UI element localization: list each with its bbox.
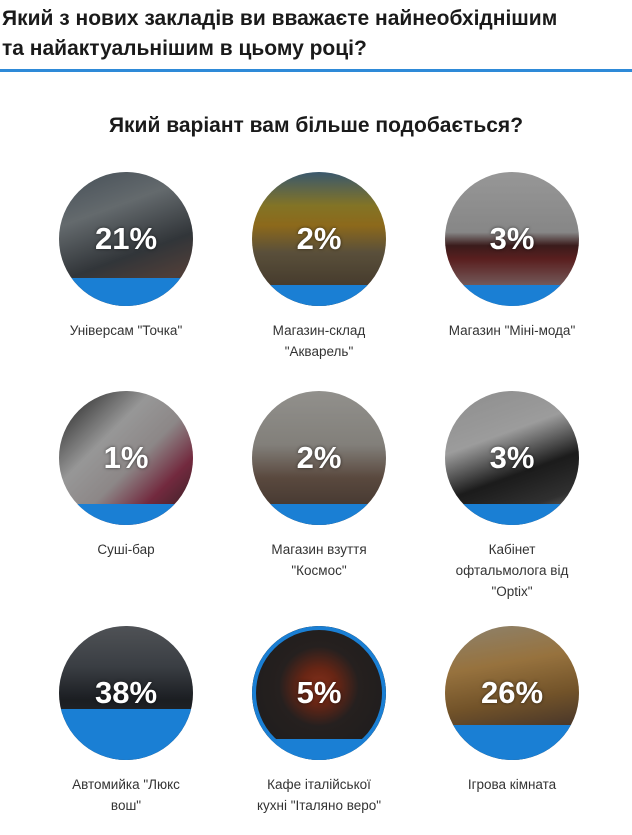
option-image: 3% (445, 172, 579, 306)
option-image: 2% (252, 391, 386, 525)
option-image: 3% (445, 391, 579, 525)
poll-option-lux-wash[interactable]: 38% Автомийка "Люкс вош" (31, 626, 221, 816)
result-percent: 26% (480, 675, 544, 710)
result-bar (59, 709, 193, 760)
result-percent: 38% (94, 675, 158, 710)
option-label: Ігрова кімната (467, 777, 557, 792)
poll-option-italiano-vero[interactable]: 5% Кафе італійської кухні "Італяно веро" (224, 626, 414, 816)
poll-option-kosmos[interactable]: 2% Магазин взуття "Космос" (224, 391, 414, 581)
option-image: 21% (59, 172, 193, 306)
option-image: 26% (445, 626, 579, 760)
result-percent: 2% (296, 440, 342, 475)
poll-option-mini-moda[interactable]: 3% Магазин "Міні-мода" (417, 172, 607, 341)
option-label: Суші-бар (97, 542, 155, 557)
result-percent: 1% (103, 440, 149, 475)
option-image: 5% (252, 626, 386, 760)
option-image: 38% (59, 626, 193, 760)
option-label: Кабінет офтальмолога від "Optix" (455, 542, 569, 599)
result-percent: 3% (489, 440, 535, 475)
option-image: 2% (252, 172, 386, 306)
poll-question: Який варіант вам більше подобається? (108, 114, 524, 137)
result-bar (252, 503, 386, 525)
result-bar (252, 284, 386, 306)
poll-option-sushi-bar[interactable]: 1% Суші-бар (31, 391, 221, 560)
selected-ring (252, 626, 386, 760)
option-label: Кафе італійської кухні "Італяно веро" (256, 777, 382, 813)
result-bar (59, 277, 193, 306)
page-title: Який з нових закладів ви вважаєте найнео… (2, 7, 558, 60)
result-bar (445, 503, 579, 525)
option-image: 1% (59, 391, 193, 525)
poll-option-akvarel[interactable]: 2% Магазин-склад "Акварель" (224, 172, 414, 362)
result-bar (445, 284, 579, 306)
option-label: Магазин взуття "Космос" (271, 542, 367, 578)
poll-option-game-room[interactable]: 26% Ігрова кімната (417, 626, 607, 795)
page-header: Який з нових закладів ви вважаєте найнео… (0, 0, 632, 72)
poll-option-optix[interactable]: 3% Кабінет офтальмолога від "Optix" (417, 391, 607, 602)
option-label: Магазин "Міні-мода" (448, 323, 576, 338)
poll-option-tochka[interactable]: 21% Універсам "Точка" (31, 172, 221, 341)
option-label: Автомийка "Люкс вош" (72, 777, 180, 813)
option-label: Універсам "Точка" (69, 323, 183, 338)
result-percent: 2% (296, 221, 342, 256)
result-bar (59, 503, 193, 525)
result-percent: 3% (489, 221, 535, 256)
result-percent: 21% (94, 221, 158, 256)
option-label: Магазин-склад "Акварель" (272, 323, 366, 359)
result-bar (445, 725, 579, 760)
